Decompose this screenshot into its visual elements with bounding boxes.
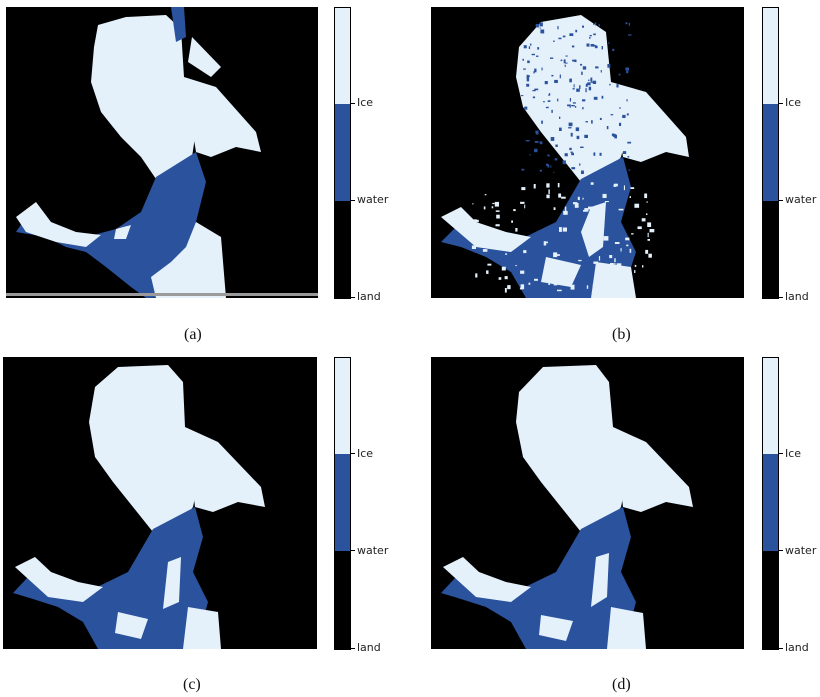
map-panel-a [6,7,318,298]
panel-caption-c: (c) [183,676,201,693]
colorbar-label-land: land [785,641,809,654]
panel-caption-d: (d) [612,676,631,693]
map-panel-d [431,357,744,649]
segmentation-map-a [6,7,318,298]
colorbar-label-land: land [357,290,381,303]
colorbar-c [334,357,351,650]
colorbar-label-water: water [785,193,817,206]
map-panel-c [3,357,317,649]
colorbar-label-ice: Ice [357,447,374,460]
colorbar-label-water: water [357,193,389,206]
colorbar-b [762,7,779,299]
colorbar-a [334,7,351,299]
panel-caption-b: (b) [612,326,631,343]
segmentation-map-d [431,357,744,649]
panel-caption-a: (a) [184,326,202,343]
colorbar-label-ice: Ice [357,96,374,109]
colorbar-label-water: water [357,544,389,557]
colorbar-d [762,357,779,650]
segmentation-map-b [431,7,744,298]
colorbar-label-ice: Ice [785,447,802,460]
speckle-noise-b [471,22,655,293]
map-panel-b [431,7,744,298]
colorbar-label-ice: Ice [785,96,802,109]
colorbar-label-water: water [785,544,817,557]
colorbar-label-land: land [357,641,381,654]
segmentation-map-c [3,357,317,649]
colorbar-label-land: land [785,290,809,303]
